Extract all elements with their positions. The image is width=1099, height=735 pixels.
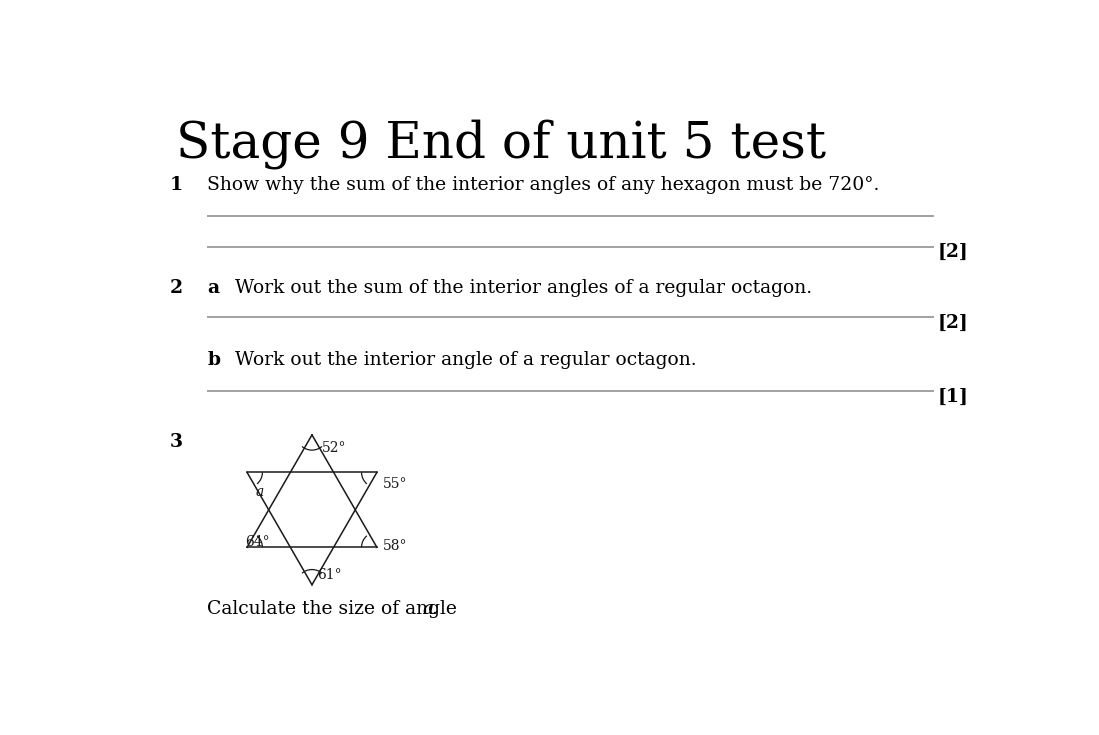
Text: 64°: 64° <box>245 535 270 549</box>
Text: b: b <box>208 351 220 370</box>
Text: 58°: 58° <box>382 539 408 553</box>
Text: [2]: [2] <box>939 243 968 261</box>
Text: Work out the sum of the interior angles of a regular octagon.: Work out the sum of the interior angles … <box>235 279 812 298</box>
Text: Stage 9 End of unit 5 test: Stage 9 End of unit 5 test <box>176 119 825 169</box>
Text: 61°: 61° <box>318 568 342 582</box>
Text: .: . <box>431 600 437 618</box>
Text: 52°: 52° <box>322 440 346 454</box>
Text: Show why the sum of the interior angles of any hexagon must be 720°.: Show why the sum of the interior angles … <box>208 176 879 194</box>
Text: a: a <box>208 279 219 298</box>
Text: Calculate the size of angle: Calculate the size of angle <box>208 600 463 618</box>
Text: 3: 3 <box>169 434 182 451</box>
Text: a: a <box>423 600 434 618</box>
Text: 2: 2 <box>169 279 182 298</box>
Text: 1: 1 <box>169 176 182 194</box>
Text: Work out the interior angle of a regular octagon.: Work out the interior angle of a regular… <box>235 351 697 370</box>
Text: a: a <box>256 485 264 499</box>
Text: 55°: 55° <box>382 477 408 491</box>
Text: [1]: [1] <box>939 387 969 406</box>
Text: [2]: [2] <box>939 314 968 332</box>
